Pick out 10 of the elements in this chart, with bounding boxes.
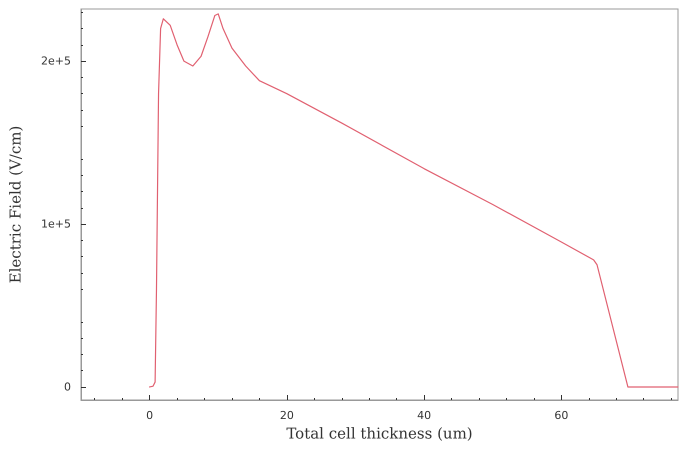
y-tick-label: 0 [64, 380, 71, 394]
x-axis-title: Total cell thickness (um) [286, 424, 473, 442]
x-tick-label: 0 [146, 409, 154, 422]
line-series [149, 13, 679, 388]
x-tick-label: 20 [280, 409, 294, 422]
y-axis-title: Electric Field (V/cm) [6, 126, 24, 284]
x-tick-label: 60 [554, 409, 568, 422]
y-tick-label: 1e+5 [41, 218, 71, 231]
x-tick-label: 40 [417, 409, 432, 422]
y-tick-label: 2e+5 [41, 54, 71, 68]
